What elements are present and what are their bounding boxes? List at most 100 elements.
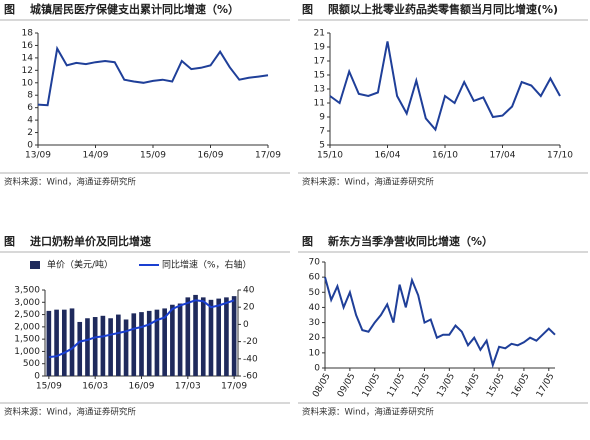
chart-title: 城镇居民医疗保健支出累计同比增速（%）	[30, 2, 239, 16]
bar	[162, 308, 167, 376]
bar	[54, 309, 59, 376]
x-tick-label: 16/09	[129, 382, 155, 392]
figure-label: 图	[4, 3, 15, 16]
bar	[170, 304, 175, 376]
bar	[146, 310, 152, 376]
bar	[154, 309, 160, 376]
y-tick-label: 18	[22, 29, 34, 39]
legend-label: 单价（美元/吨）	[47, 259, 113, 271]
line	[324, 276, 556, 369]
x-tick-label: 17/10	[547, 151, 573, 161]
y-tick-label: 20	[243, 303, 255, 313]
y-tick-label: 3,500	[14, 286, 40, 296]
bar	[193, 294, 198, 376]
y-tick-label: 16	[22, 41, 34, 51]
x-tick-label: 16/09	[198, 151, 224, 161]
y-tick-label: 0	[243, 320, 249, 330]
x-tick-label: 17/04	[490, 151, 516, 161]
x-tick-label: 16/10	[432, 151, 458, 161]
y-tick-label: 3,000	[14, 298, 40, 308]
x-tick-label: 13/09	[25, 151, 51, 161]
bar	[85, 318, 90, 376]
bar	[77, 321, 83, 376]
y-tick-label: 500	[23, 359, 40, 369]
x-tick-label: 17/09	[221, 382, 247, 392]
bar	[123, 319, 129, 376]
x-tick-label: 11/05	[386, 372, 408, 399]
y-tick-label: 4	[27, 116, 33, 126]
x-tick-label: 10/05	[361, 372, 383, 399]
y-tick-label: 0	[27, 141, 33, 151]
y-tick-label: 19	[314, 43, 326, 53]
x-tick-label: 17/09	[255, 151, 281, 161]
y-tick-label: 50	[309, 288, 321, 298]
chart-title: 限额以上批零业药品类零售额当月同比增速(%)	[328, 2, 558, 16]
y-tick-label: -20	[243, 337, 258, 347]
chart-title: 进口奶粉单价及同比增速	[30, 234, 151, 248]
bar	[200, 297, 206, 376]
chart-title: 新东方当季净营收同比增速（%）	[328, 234, 493, 248]
y-tick-label: 70	[309, 258, 321, 268]
x-tick-label: 13/05	[435, 372, 457, 399]
bar	[208, 299, 214, 376]
source-note: 资料来源：Wind，海通证券研究所	[4, 177, 136, 188]
y-tick-label: 1,500	[14, 335, 40, 345]
bar	[131, 313, 137, 376]
y-tick-label: 30	[309, 318, 321, 328]
bar	[61, 309, 67, 376]
x-tick-label: 09/05	[336, 372, 358, 399]
y-tick-label: 10	[22, 78, 34, 88]
bar	[46, 310, 52, 376]
x-tick-label: 16/05	[510, 372, 532, 399]
y-tick-label: 0	[34, 372, 40, 382]
y-tick-label: 1,000	[14, 347, 40, 357]
x-tick-label: 15/09	[140, 151, 166, 161]
figure-label: 图	[4, 235, 15, 248]
y-tick-label: 0	[314, 364, 320, 374]
y-tick-label: 7	[319, 127, 325, 137]
y-tick-label: 2	[27, 128, 33, 138]
y-tick-label: 11	[314, 99, 325, 109]
x-tick-label: 15/05	[485, 372, 507, 399]
x-tick-label: 12/05	[411, 372, 433, 399]
y-tick-label: 15	[314, 71, 325, 81]
y-tick-label: 2,000	[14, 322, 40, 332]
x-tick-label: 16/04	[375, 151, 401, 161]
bar	[224, 297, 229, 376]
y-tick-label: 21	[314, 29, 325, 39]
x-tick-label: 14/09	[83, 151, 109, 161]
bar	[231, 296, 237, 376]
source-note: 资料来源：Wind，海通证券研究所	[302, 407, 434, 418]
y-tick-label: 10	[309, 348, 321, 358]
bar	[216, 298, 222, 376]
bar	[139, 312, 144, 376]
y-tick-label: 20	[309, 333, 321, 343]
x-tick-label: 15/09	[36, 382, 62, 392]
bar	[116, 314, 121, 376]
source-note: 资料来源：Wind，海通证券研究所	[4, 407, 136, 418]
y-tick-label: -60	[243, 372, 258, 382]
line	[37, 45, 269, 107]
y-tick-label: -40	[243, 354, 258, 364]
bar	[185, 297, 191, 376]
y-tick-label: 17	[314, 57, 325, 67]
y-tick-label: 40	[243, 286, 255, 296]
bar	[108, 318, 113, 376]
y-tick-label: 14	[22, 53, 34, 63]
x-tick-label: 08/05	[311, 372, 333, 399]
y-tick-label: 8	[27, 91, 33, 101]
line	[329, 41, 561, 132]
x-tick-label: 14/05	[460, 372, 482, 399]
y-tick-label: 60	[309, 273, 321, 283]
line	[48, 299, 235, 359]
y-tick-label: 40	[309, 303, 321, 313]
y-tick-label: 12	[22, 66, 33, 76]
bar	[69, 308, 75, 376]
figure-label: 图	[302, 235, 313, 248]
y-tick-label: 9	[319, 113, 325, 123]
legend-label: 同比增速（%，右轴）	[162, 259, 252, 271]
y-tick-label: 6	[27, 103, 33, 113]
y-tick-label: 13	[314, 85, 325, 95]
y-tick-label: 2,500	[14, 310, 40, 320]
